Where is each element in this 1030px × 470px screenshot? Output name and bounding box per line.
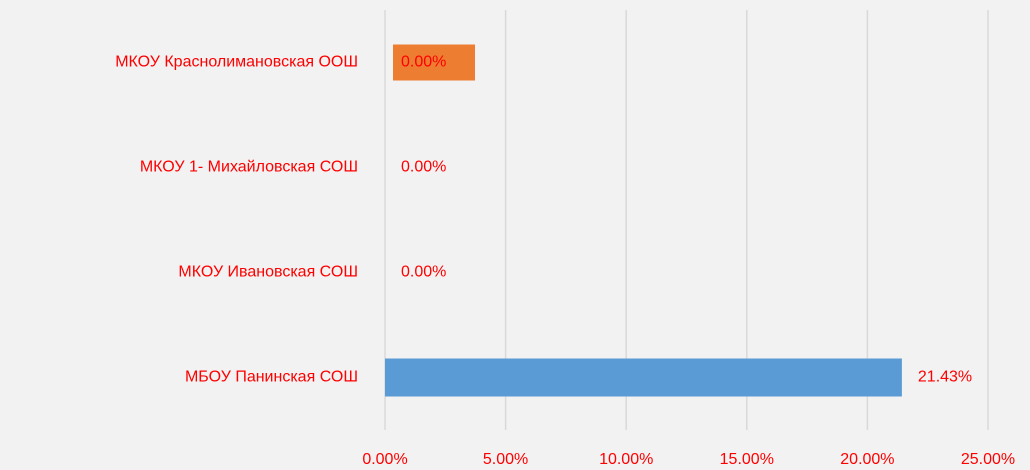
label-highlight <box>393 44 475 81</box>
x-tick-label: 0.00% <box>362 451 407 468</box>
data-label: 0.00% <box>401 159 446 176</box>
x-tick-label: 10.00% <box>599 451 653 468</box>
data-label: 0.00% <box>401 54 446 71</box>
x-tick-label: 25.00% <box>961 451 1015 468</box>
x-tick-label: 20.00% <box>840 451 894 468</box>
x-tick-label: 5.00% <box>483 451 528 468</box>
y-tick-label: МБОУ Панинская СОШ <box>185 369 358 386</box>
data-label: 0.00% <box>401 264 446 281</box>
data-label: 21.43% <box>918 369 972 386</box>
y-tick-label: МКОУ Ивановская СОШ <box>178 264 358 281</box>
x-tick-label: 15.00% <box>720 451 774 468</box>
y-tick-label: МКОУ Краснолимановская ООШ <box>115 54 358 71</box>
y-tick-label: МКОУ 1- Михайловская СОШ <box>140 159 358 176</box>
bar <box>385 358 902 397</box>
